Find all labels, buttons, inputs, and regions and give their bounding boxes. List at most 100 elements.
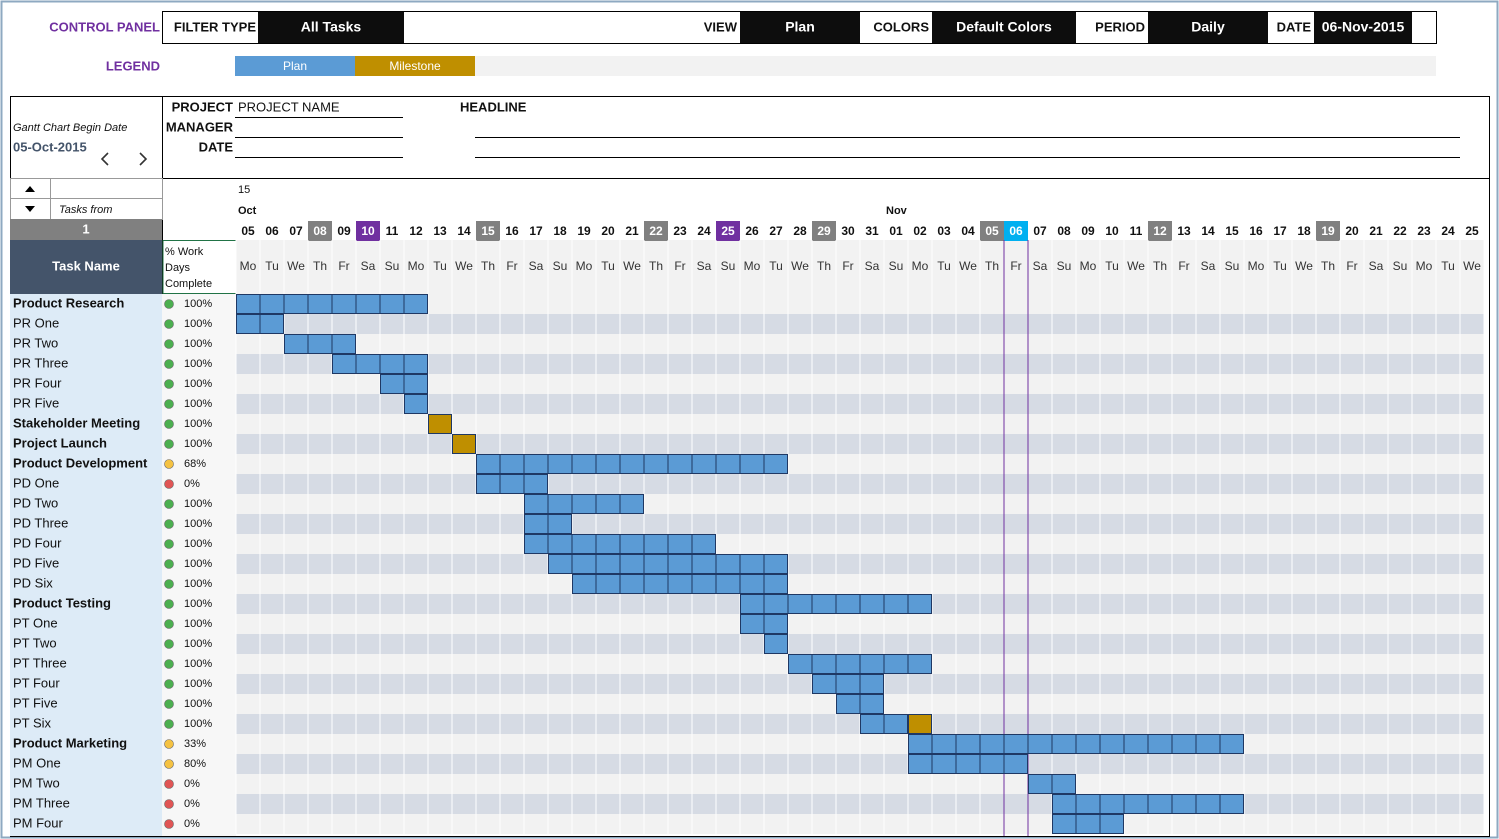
weekday: Tu bbox=[1105, 259, 1119, 273]
field-value[interactable]: All Tasks bbox=[301, 19, 362, 35]
task-name: PD Four bbox=[13, 535, 62, 550]
field-value-cell[interactable] bbox=[1314, 12, 1412, 43]
status-dot bbox=[164, 319, 174, 329]
weekday: We bbox=[1127, 259, 1145, 273]
weekday: Sa bbox=[1369, 259, 1384, 273]
weekday: Fr bbox=[1346, 259, 1357, 273]
field-value-cell[interactable] bbox=[258, 12, 404, 43]
weekday: Su bbox=[889, 259, 904, 273]
tasks-from-value[interactable]: 1 bbox=[82, 221, 89, 236]
day-highlight bbox=[1148, 221, 1172, 241]
day-number: 25 bbox=[1465, 224, 1479, 238]
field-value[interactable]: Default Colors bbox=[956, 19, 1052, 35]
weekday: Th bbox=[481, 259, 495, 273]
weekday: Su bbox=[385, 259, 400, 273]
status-dot bbox=[164, 739, 174, 749]
percent-complete: 33% bbox=[184, 738, 206, 750]
milestone bbox=[908, 714, 932, 734]
day-highlight bbox=[356, 221, 380, 241]
day-number: 04 bbox=[961, 224, 975, 238]
day-number: 08 bbox=[1057, 224, 1071, 238]
day-highlight bbox=[716, 221, 740, 241]
weekday: Th bbox=[1321, 259, 1335, 273]
status-dot bbox=[164, 699, 174, 709]
plan-bar bbox=[284, 334, 356, 354]
task-name: PT One bbox=[13, 615, 58, 630]
day-number: 17 bbox=[529, 224, 543, 238]
weekday: Su bbox=[721, 259, 736, 273]
task-name: PM Two bbox=[13, 775, 60, 790]
task-name: Product Marketing bbox=[13, 735, 127, 750]
percent-complete: 100% bbox=[184, 518, 212, 530]
percent-complete: 100% bbox=[184, 598, 212, 610]
day-number: 19 bbox=[577, 224, 591, 238]
week-number: 15 bbox=[238, 184, 250, 196]
status-dot bbox=[164, 439, 174, 449]
plan-bar bbox=[404, 394, 428, 414]
day-highlight bbox=[476, 221, 500, 241]
weekday: We bbox=[455, 259, 473, 273]
weekday: Mo bbox=[1248, 259, 1265, 273]
legend-label: Milestone bbox=[389, 59, 441, 73]
day-number: 07 bbox=[289, 224, 303, 238]
field-value-cell[interactable] bbox=[932, 12, 1076, 43]
day-number: 27 bbox=[769, 224, 783, 238]
date-nav-arrows[interactable] bbox=[100, 152, 148, 166]
status-dot bbox=[164, 599, 174, 609]
tasks-from-label: Tasks from bbox=[59, 204, 112, 216]
task-name: PD Two bbox=[13, 495, 58, 510]
percent-complete: 100% bbox=[184, 398, 212, 410]
task-name: PR Three bbox=[13, 355, 68, 370]
field-value-cell[interactable] bbox=[740, 12, 860, 43]
day-number: 06 bbox=[265, 224, 279, 238]
field-value[interactable]: Plan bbox=[785, 19, 815, 35]
percent-complete: 100% bbox=[184, 678, 212, 690]
down-icon bbox=[25, 206, 35, 212]
field-value-cell[interactable] bbox=[1148, 12, 1268, 43]
day-number: 13 bbox=[433, 224, 447, 238]
task-name: PR One bbox=[13, 315, 59, 330]
percent-complete: 100% bbox=[184, 658, 212, 670]
percent-complete: 100% bbox=[184, 378, 212, 390]
field-value[interactable]: Daily bbox=[1191, 19, 1225, 35]
field-value[interactable]: 06-Nov-2015 bbox=[1322, 19, 1405, 35]
weekday: Th bbox=[1153, 259, 1167, 273]
task-name: Product Development bbox=[13, 455, 148, 470]
legend-title: LEGEND bbox=[106, 58, 160, 73]
percent-complete: 100% bbox=[184, 638, 212, 650]
up-icon bbox=[25, 186, 35, 192]
day-number: 23 bbox=[673, 224, 687, 238]
percent-complete: 100% bbox=[184, 558, 212, 570]
day-highlight bbox=[980, 221, 1004, 241]
status-dot bbox=[164, 819, 174, 829]
percent-complete: 0% bbox=[184, 798, 200, 810]
percent-complete: 100% bbox=[184, 698, 212, 710]
weekday: Sa bbox=[1201, 259, 1216, 273]
task-name: PD Six bbox=[13, 575, 53, 590]
status-dot bbox=[164, 479, 174, 489]
weekday: Mo bbox=[576, 259, 593, 273]
complete-title: Complete bbox=[165, 278, 212, 290]
day-number: 02 bbox=[913, 224, 927, 238]
status-dot bbox=[164, 639, 174, 649]
weekday: We bbox=[1295, 259, 1313, 273]
percent-complete: 100% bbox=[184, 578, 212, 590]
status-dot bbox=[164, 359, 174, 369]
weekday: Mo bbox=[408, 259, 425, 273]
status-dot bbox=[164, 719, 174, 729]
day-highlight bbox=[1004, 221, 1028, 241]
day-number: 09 bbox=[1081, 224, 1095, 238]
day-number: 06 bbox=[1009, 224, 1023, 238]
day-number: 03 bbox=[937, 224, 951, 238]
percent-complete: 68% bbox=[184, 458, 206, 470]
task-name: PR Two bbox=[13, 335, 58, 350]
status-dot bbox=[164, 499, 174, 509]
day-number: 05 bbox=[241, 224, 255, 238]
task-name: PD Three bbox=[13, 515, 68, 530]
day-number: 15 bbox=[1225, 224, 1239, 238]
day-number: 30 bbox=[841, 224, 855, 238]
percent-complete: 100% bbox=[184, 418, 212, 430]
day-number: 09 bbox=[337, 224, 351, 238]
field-label: COLORS bbox=[873, 19, 929, 34]
day-highlight bbox=[1316, 221, 1340, 241]
